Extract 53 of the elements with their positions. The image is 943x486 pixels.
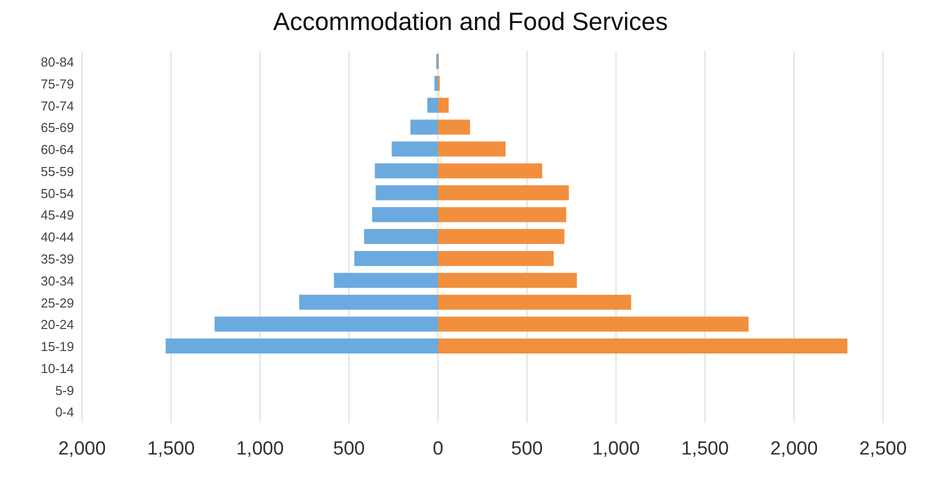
bar — [410, 120, 438, 135]
bar — [364, 229, 438, 244]
bar — [372, 207, 438, 222]
y-tick-label: 75-79 — [40, 76, 74, 92]
y-tick-label: 40-44 — [40, 230, 74, 245]
x-tick-label: 1,000 — [592, 438, 640, 460]
bar — [374, 163, 438, 178]
y-tick-label: 10-14 — [40, 360, 74, 376]
y-tick-label: 80-84 — [40, 54, 74, 70]
bar — [334, 272, 438, 288]
x-tick-label: 0 — [432, 438, 444, 460]
y-tick-label: 15-19 — [40, 339, 74, 354]
y-tick-label: 30-34 — [40, 273, 74, 288]
y-tick-label: 50-54 — [40, 186, 74, 201]
y-tick-label: 0-4 — [55, 404, 74, 420]
y-tick-label: 45-49 — [40, 208, 74, 223]
bar — [438, 294, 632, 310]
bar — [434, 76, 438, 91]
bar — [438, 229, 564, 244]
x-tick-label: 1,500 — [681, 438, 729, 460]
y-tick-label: 65-69 — [40, 120, 74, 136]
bar — [427, 98, 438, 113]
bar — [299, 294, 438, 310]
bar — [438, 120, 470, 135]
x-tick-label: 2,000 — [58, 438, 106, 460]
bar — [438, 207, 566, 222]
y-tick-label: 20-24 — [40, 317, 74, 332]
y-tick-label: 25-29 — [40, 295, 74, 310]
y-tick-label: 60-64 — [40, 142, 74, 158]
bar — [438, 272, 577, 288]
y-tick-label: 55-59 — [40, 164, 74, 179]
x-tick-label: 500 — [511, 438, 543, 460]
bar — [438, 250, 554, 266]
chart-title: Accommodation and Food Services — [272, 8, 669, 37]
bar — [438, 185, 569, 200]
bar — [214, 316, 438, 332]
x-tick-label: 2,000 — [770, 438, 818, 460]
bar — [438, 142, 506, 157]
bar — [438, 98, 449, 113]
x-tick-label: 2,500 — [859, 438, 907, 460]
x-tick-label: 1,500 — [147, 438, 195, 460]
y-tick-label: 70-74 — [40, 98, 74, 114]
bar — [438, 163, 542, 178]
bar — [438, 338, 848, 354]
bar — [392, 142, 438, 157]
x-tick-label: 500 — [333, 438, 365, 460]
bar — [376, 185, 438, 200]
bar — [354, 250, 438, 266]
x-tick-label: 1,000 — [236, 438, 284, 460]
y-tick-label: 35-39 — [40, 251, 74, 266]
bar — [166, 338, 438, 354]
bar — [438, 316, 749, 332]
y-tick-label: 5-9 — [55, 382, 74, 398]
